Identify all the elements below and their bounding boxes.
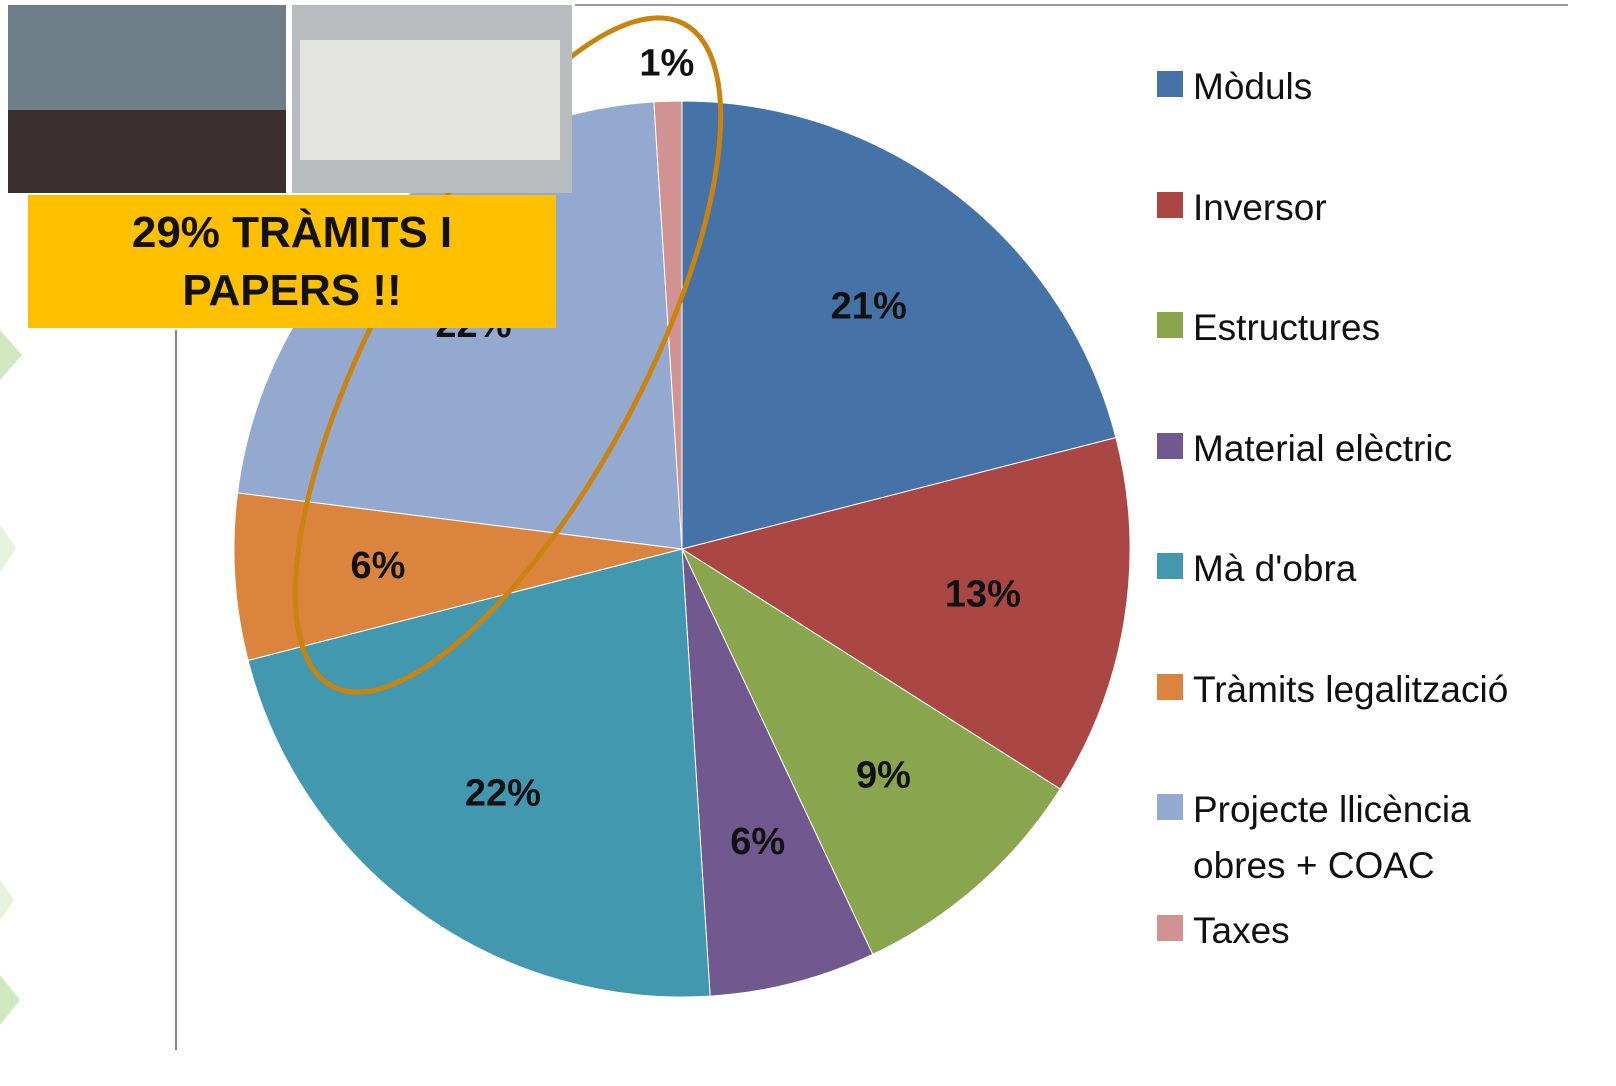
data-label: 9% bbox=[856, 755, 911, 797]
legend-swatch bbox=[1157, 794, 1183, 820]
pie-slice bbox=[680, 436, 1131, 790]
pie-slice bbox=[653, 100, 683, 550]
legend-label: Tràmits legalització bbox=[1193, 668, 1509, 710]
decor-arrow bbox=[0, 880, 14, 920]
legend-swatch bbox=[1157, 673, 1183, 700]
callout-text: 29% TRÀMITS I PAPERS !! bbox=[131, 207, 453, 315]
legend-item: Mà d'obra bbox=[1157, 541, 1533, 597]
data-label: 1% bbox=[639, 42, 694, 84]
legend-item: Taxes bbox=[1157, 903, 1533, 959]
legend-swatch bbox=[1157, 71, 1183, 97]
pie-slice bbox=[233, 492, 683, 662]
legend-label: Projecte llicència obres + COAC bbox=[1193, 789, 1471, 886]
legend-swatch bbox=[1157, 432, 1183, 459]
data-label: 13% bbox=[945, 574, 1021, 616]
pie-slice bbox=[247, 548, 711, 998]
decor-arrow bbox=[0, 330, 22, 380]
data-label: 6% bbox=[730, 821, 785, 863]
legend-swatch bbox=[1157, 191, 1183, 218]
legend-swatch bbox=[1157, 312, 1183, 338]
pie-slice bbox=[680, 547, 1061, 956]
pie-slice bbox=[681, 100, 1117, 550]
data-label: 21% bbox=[831, 285, 907, 327]
decor-arrow bbox=[0, 525, 16, 572]
data-labels: 21%13%9%6%22%6%22%1% bbox=[351, 42, 1021, 863]
legend-label: Inversor bbox=[1193, 186, 1327, 228]
pie bbox=[233, 100, 1131, 998]
decor-arrow bbox=[0, 975, 20, 1025]
legend-label: Mòduls bbox=[1193, 66, 1313, 107]
photo-detail bbox=[300, 40, 560, 160]
legend-item: Inversor bbox=[1157, 180, 1533, 236]
legend-label: Taxes bbox=[1193, 909, 1290, 951]
legend-swatch bbox=[1157, 553, 1183, 579]
legend-item: Tràmits legalització bbox=[1157, 662, 1533, 718]
callout: 29% TRÀMITS I PAPERS !! bbox=[28, 195, 556, 328]
legend-item: Projecte llicència obres + COAC bbox=[1157, 782, 1533, 894]
pie-slice bbox=[681, 548, 874, 997]
data-label: 6% bbox=[351, 545, 406, 587]
legend-item: Mòduls bbox=[1157, 59, 1533, 115]
legend-label: Material elèctric bbox=[1193, 427, 1453, 469]
legend-label: Mà d'obra bbox=[1193, 548, 1357, 589]
data-label: 22% bbox=[465, 772, 541, 814]
legend-item: Estructures bbox=[1157, 300, 1533, 356]
photo-detail bbox=[8, 110, 286, 193]
legend-item: Material elèctric bbox=[1157, 421, 1533, 477]
legend-swatch bbox=[1157, 914, 1183, 941]
legend-label: Estructures bbox=[1193, 307, 1381, 348]
